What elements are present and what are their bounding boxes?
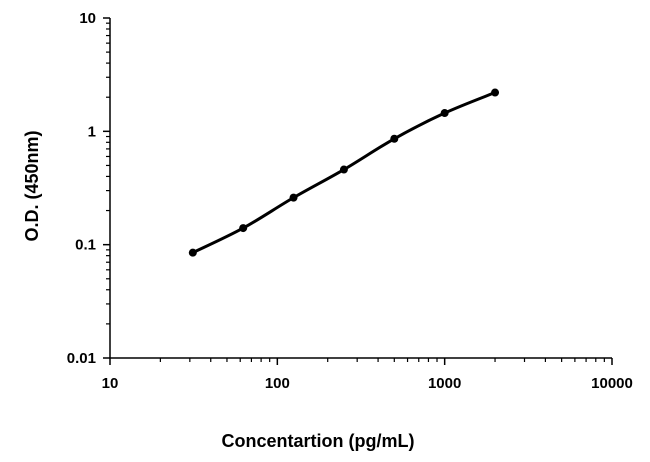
data-point (339, 165, 348, 174)
y-ticks: 0.01 0.1 1 10 (67, 10, 110, 367)
x-ticks: 10 100 1000 10000 (102, 358, 633, 392)
x-tick-label: 100 (265, 375, 290, 392)
data-point (239, 224, 248, 233)
data-point (491, 88, 500, 97)
axes (109, 18, 612, 359)
x-axis-title: Concentartion (pg/mL) (222, 431, 415, 451)
y-axis-title: O.D. (450nm) (22, 130, 42, 241)
y-tick-label: 1 (88, 123, 96, 140)
plot-area (188, 88, 500, 257)
x-tick-label: 10000 (591, 375, 633, 392)
y-tick-label: 10 (79, 10, 96, 27)
x-tick-label: 10 (102, 375, 119, 392)
data-point (440, 109, 449, 118)
data-point (289, 193, 298, 202)
x-tick-label: 1000 (428, 375, 461, 392)
y-tick-label: 0.1 (75, 237, 96, 254)
data-point (188, 248, 197, 257)
data-point (390, 134, 399, 143)
y-tick-label: 0.01 (67, 350, 96, 367)
